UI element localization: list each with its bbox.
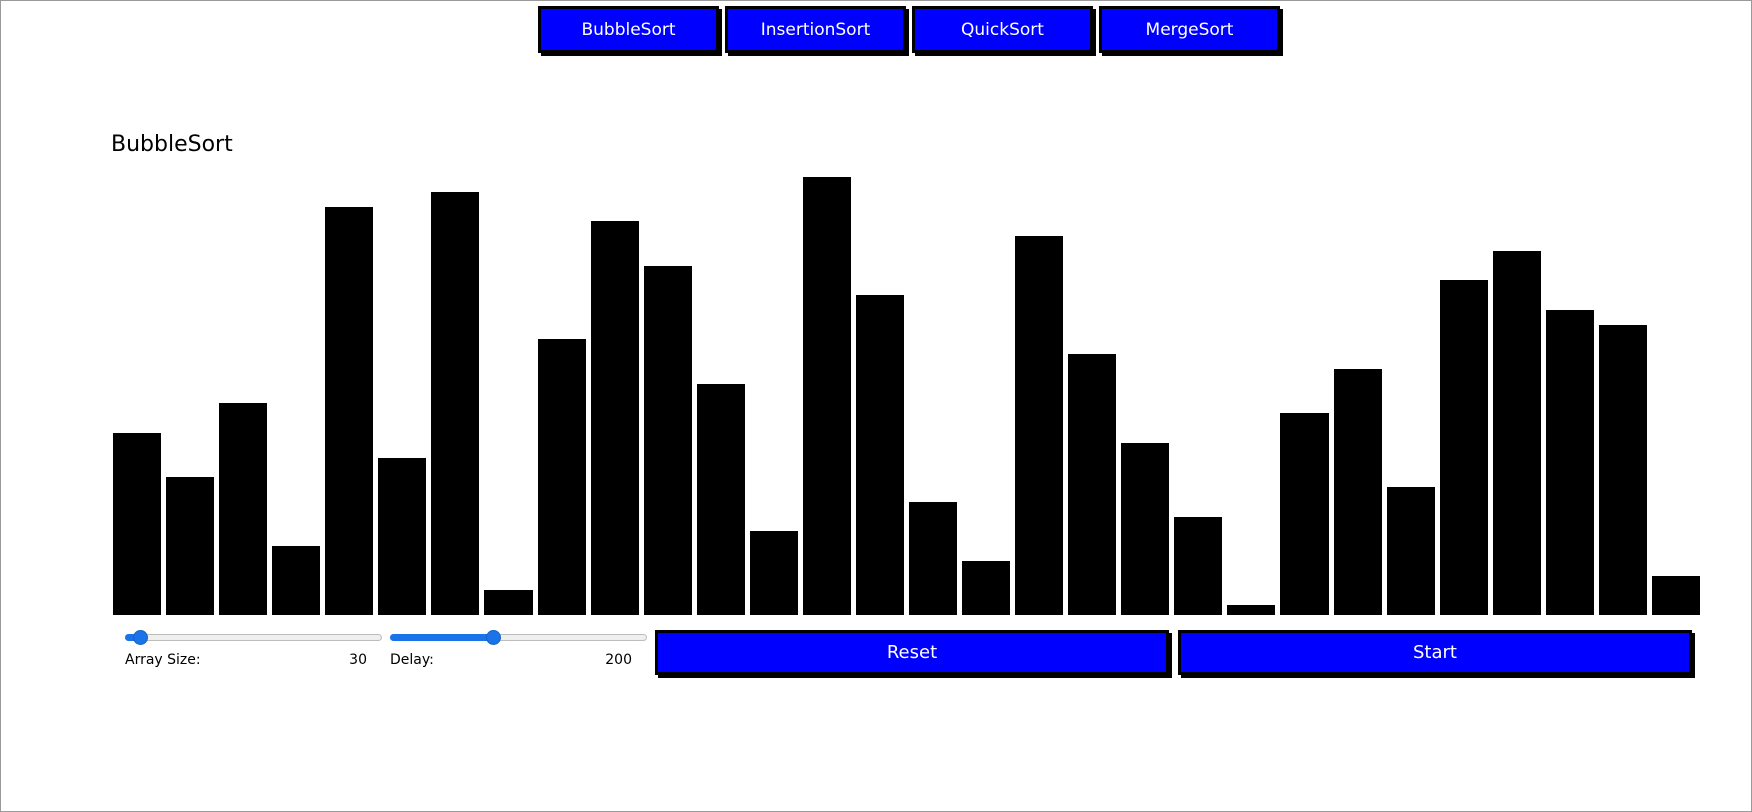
array-bar: [1651, 575, 1700, 615]
array-bar: [166, 477, 215, 615]
insertionsort-button[interactable]: InsertionSort: [725, 6, 906, 53]
quicksort-button[interactable]: QuickSort: [912, 6, 1093, 53]
array-bar: [1174, 516, 1223, 615]
array-bar: [1227, 605, 1276, 615]
array-bar: [590, 221, 639, 615]
delay-value: 200: [605, 652, 632, 668]
mergesort-button[interactable]: MergeSort: [1099, 6, 1280, 53]
array-size-slider-track: [125, 634, 382, 641]
delay-slider[interactable]: [390, 630, 647, 646]
array-bar: [1333, 368, 1382, 615]
delay-label: Delay:: [390, 652, 434, 668]
array-bar: [1598, 324, 1647, 615]
array-size-slider-thumb[interactable]: [133, 630, 148, 645]
delay-slider-fill: [390, 634, 493, 641]
array-size-slider[interactable]: [125, 630, 382, 646]
array-bar: [802, 177, 851, 615]
array-bars: [113, 177, 1705, 615]
array-bar: [962, 560, 1011, 615]
array-bar: [1492, 250, 1541, 615]
array-bar: [325, 206, 374, 615]
array-bar: [1386, 487, 1435, 615]
algorithm-nav: BubbleSort InsertionSort QuickSort Merge…: [538, 6, 1280, 53]
array-size-label: Array Size:: [125, 652, 201, 668]
delay-slider-thumb[interactable]: [486, 630, 501, 645]
array-bar: [643, 265, 692, 615]
array-bar: [378, 457, 427, 615]
algorithm-title: BubbleSort: [111, 132, 233, 157]
array-bar: [1015, 236, 1064, 615]
array-size-value: 30: [349, 652, 367, 668]
array-bar: [1121, 442, 1170, 615]
reset-button[interactable]: Reset: [655, 630, 1169, 675]
array-bar: [1068, 354, 1117, 615]
array-bar: [696, 383, 745, 615]
array-bar: [431, 191, 480, 615]
bubblesort-button[interactable]: BubbleSort: [538, 6, 719, 53]
array-bar: [113, 432, 162, 615]
array-bar: [484, 590, 533, 615]
array-bar: [1280, 413, 1329, 615]
array-bar: [909, 501, 958, 615]
array-bar: [1439, 280, 1488, 615]
array-bar: [1545, 309, 1594, 615]
array-size-slider-fill: [125, 634, 140, 641]
array-bar: [219, 403, 268, 615]
array-bar: [749, 531, 798, 615]
array-bar: [855, 295, 904, 615]
array-bar: [537, 339, 586, 615]
array-bar: [272, 546, 321, 615]
start-button[interactable]: Start: [1178, 630, 1692, 675]
